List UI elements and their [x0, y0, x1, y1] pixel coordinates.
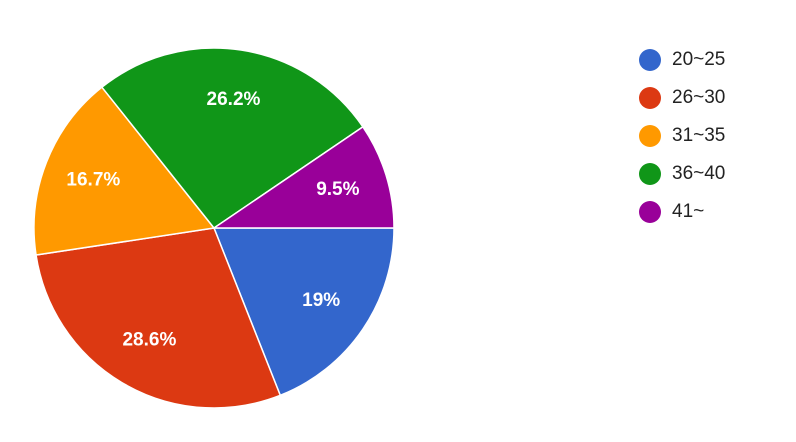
pie-slice	[33, 86, 216, 256]
legend-swatch	[639, 163, 661, 185]
legend-label: 41~	[672, 201, 704, 222]
legend-label: 20~25	[672, 49, 725, 70]
pie-slice	[211, 125, 395, 229]
legend-label: 31~35	[672, 125, 725, 146]
legend-label: 26~30	[672, 87, 725, 108]
slice-label: 26.2%	[207, 89, 261, 110]
slice-label: 19%	[302, 290, 340, 311]
legend-swatch	[639, 201, 661, 223]
legend-label: 36~40	[672, 163, 725, 184]
legend-swatch	[639, 49, 661, 71]
legend-swatch	[639, 125, 661, 147]
slice-label: 9.5%	[316, 179, 359, 200]
slice-label: 16.7%	[66, 170, 120, 191]
pie-slice	[212, 227, 395, 397]
pie-slice	[35, 227, 282, 409]
slice-label: 28.6%	[122, 329, 176, 350]
legend-swatch	[639, 87, 661, 109]
pie-slice	[100, 47, 364, 230]
